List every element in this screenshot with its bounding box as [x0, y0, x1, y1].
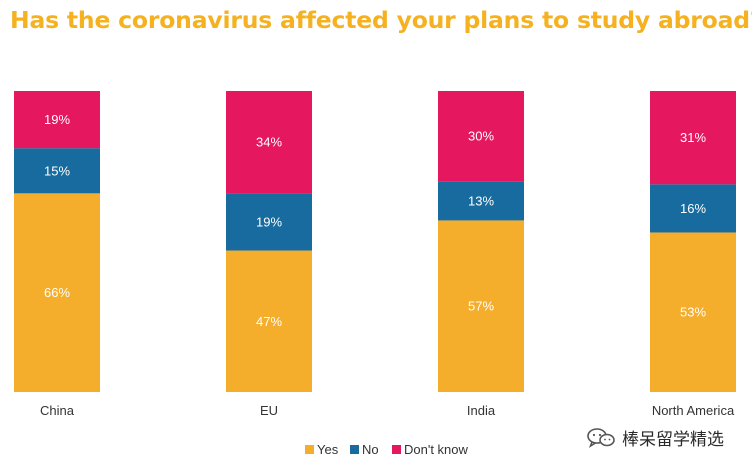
legend-swatch-don-t-know [392, 445, 401, 454]
wechat-icon [587, 427, 615, 448]
watermark-text: 棒呆留学精选 [622, 430, 724, 450]
legend: Yes No Don't know [305, 442, 469, 457]
bar-eu-yes-label: 47% [256, 314, 282, 329]
bar-north-america-yes-label: 53% [680, 305, 706, 320]
legend-label-yes: Yes [317, 442, 339, 457]
legend-swatch-yes [305, 445, 314, 454]
legend-label-no: No [362, 442, 379, 457]
bar-india-don-t-know-label: 30% [468, 129, 494, 144]
category-label-north-america: North America [652, 403, 735, 418]
legend-swatch-no [350, 445, 359, 454]
bar-india-no-label: 13% [468, 193, 494, 208]
chart-title: Has the coronavirus affected your plans … [10, 6, 752, 34]
bar-india-yes-label: 57% [468, 299, 494, 314]
bar-india-don-t-know [438, 91, 524, 182]
bar-china-don-t-know [14, 91, 100, 149]
category-label-india: India [467, 403, 496, 418]
bar-india-yes [438, 220, 524, 392]
bar-north-america-no [650, 184, 736, 233]
legend-label-don-t-know: Don't know [404, 442, 469, 457]
bar-eu-yes [226, 250, 312, 392]
bar-india-no [438, 181, 524, 221]
bar-eu-don-t-know-label: 34% [256, 135, 282, 150]
category-label-eu: EU [260, 403, 278, 418]
bar-china-yes-label: 66% [44, 285, 70, 300]
bar-eu-don-t-know [226, 91, 312, 194]
bar-north-america-yes [650, 232, 736, 392]
bar-eu-no-label: 19% [256, 214, 282, 229]
bar-china-no-label: 15% [44, 163, 70, 178]
bar-china-no [14, 148, 100, 194]
bar-eu-no [226, 193, 312, 251]
bar-north-america-don-t-know [650, 91, 736, 185]
watermark: 棒呆留学精选 [586, 425, 724, 450]
bar-north-america-don-t-know-label: 31% [680, 130, 706, 145]
bar-china-yes [14, 193, 100, 392]
bar-north-america-no-label: 16% [680, 201, 706, 216]
category-label-china: China [40, 403, 75, 418]
bar-china-don-t-know-label: 19% [44, 112, 70, 127]
